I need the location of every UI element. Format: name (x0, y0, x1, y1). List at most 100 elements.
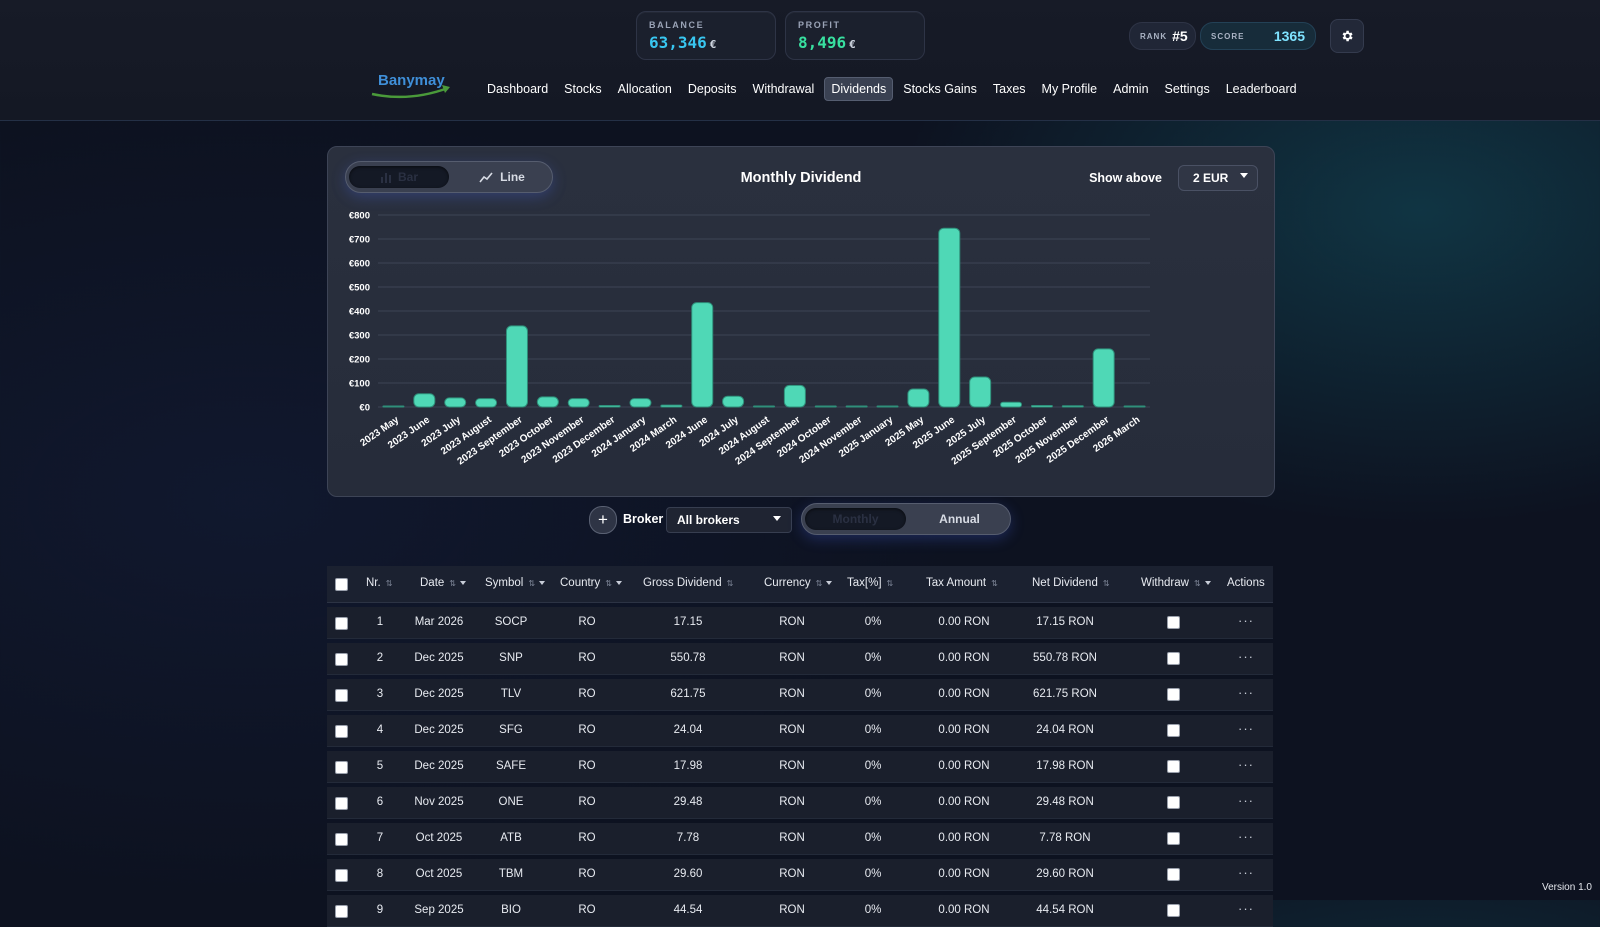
filter-caret-icon[interactable] (1204, 581, 1211, 585)
nav-item-deposits[interactable]: Deposits (687, 82, 737, 96)
withdraw-checkbox[interactable] (1167, 832, 1180, 845)
table-row[interactable]: 4 Dec 2025 SFG RO 24.04 RON 0% 0.00 RON 24.04 RO… (327, 715, 1273, 747)
bar-2023-november[interactable] (567, 398, 590, 408)
bar-2024-october[interactable] (814, 405, 837, 408)
row-select-checkbox[interactable] (335, 689, 348, 702)
withdraw-checkbox[interactable] (1167, 688, 1180, 701)
bar-2025-september[interactable] (1000, 401, 1023, 408)
sort-arrows-icon[interactable]: ⇅ (815, 578, 823, 588)
add-dividend-button[interactable]: + (589, 506, 617, 534)
bar-2026-march[interactable] (1123, 405, 1146, 408)
rank-badge[interactable]: RANK #5 (1129, 22, 1196, 50)
filter-caret-icon[interactable] (615, 581, 622, 585)
more-horizontal-icon[interactable]: ··· (1238, 793, 1254, 808)
column-header-symbol[interactable]: Symbol ⇅ (485, 577, 546, 589)
bar-2023-october[interactable] (536, 396, 559, 408)
nav-item-my-profile[interactable]: My Profile (1041, 82, 1098, 96)
more-horizontal-icon[interactable]: ··· (1238, 649, 1254, 664)
filter-caret-icon[interactable] (539, 581, 546, 585)
withdraw-checkbox[interactable] (1167, 796, 1180, 809)
withdraw-checkbox[interactable] (1167, 904, 1180, 917)
row-select-checkbox[interactable] (335, 617, 348, 630)
bar-2023-may[interactable] (382, 405, 405, 408)
nav-item-allocation[interactable]: Allocation (617, 82, 672, 96)
row-select-checkbox[interactable] (335, 725, 348, 738)
column-header-net-dividend[interactable]: Net Dividend ⇅ (1032, 577, 1110, 589)
nav-item-stocks-gains[interactable]: Stocks Gains (903, 82, 977, 96)
sort-arrows-icon[interactable]: ⇅ (726, 578, 734, 588)
more-horizontal-icon[interactable]: ··· (1238, 757, 1254, 772)
bar-2024-august[interactable] (753, 405, 775, 408)
sort-arrows-icon[interactable]: ⇅ (991, 578, 998, 588)
sort-arrows-icon[interactable]: ⇅ (449, 578, 456, 588)
table-row[interactable]: 8 Oct 2025 TBM RO 29.60 RON 0% 0.00 RON 29.60 RO… (327, 859, 1273, 891)
score-badge[interactable]: SCORE 1365 (1200, 22, 1316, 50)
bar-2025-november[interactable] (1061, 405, 1084, 408)
column-header-withdraw[interactable]: Withdraw ⇅ (1141, 577, 1211, 589)
broker-select[interactable]: All brokers (666, 507, 792, 533)
table-row[interactable]: 5 Dec 2025 SAFE RO 17.98 RON 0% 0.00 RON 17.98 R… (327, 751, 1273, 783)
nav-item-leaderboard[interactable]: Leaderboard (1225, 82, 1297, 96)
bar-2023-august[interactable] (475, 398, 498, 408)
withdraw-checkbox[interactable] (1167, 760, 1180, 773)
more-horizontal-icon[interactable]: ··· (1238, 865, 1254, 880)
bar-2025-july[interactable] (969, 376, 992, 408)
more-horizontal-icon[interactable]: ··· (1238, 613, 1254, 628)
nav-item-withdrawal[interactable]: Withdrawal (752, 82, 815, 96)
nav-item-taxes[interactable]: Taxes (992, 82, 1026, 96)
settings-button[interactable] (1330, 19, 1364, 53)
table-row[interactable]: 2 Dec 2025 SNP RO 550.78 RON 0% 0.00 RON 550.78 … (327, 643, 1273, 675)
bar-2024-june[interactable] (691, 302, 714, 408)
bar-2025-june[interactable] (938, 227, 961, 408)
nav-item-settings[interactable]: Settings (1164, 82, 1210, 96)
app-logo[interactable]: Banymay (370, 72, 454, 102)
column-header-nr[interactable]: Nr. ⇅ (366, 577, 392, 589)
nav-item-stocks[interactable]: Stocks (564, 82, 602, 96)
column-header-actions[interactable]: Actions (1227, 577, 1265, 589)
select-all-checkbox[interactable] (335, 578, 348, 591)
more-horizontal-icon[interactable]: ··· (1238, 721, 1254, 736)
filter-caret-icon[interactable] (826, 581, 833, 585)
row-select-checkbox[interactable] (335, 833, 348, 846)
sort-arrows-icon[interactable]: ⇅ (528, 578, 536, 588)
bar-2023-june[interactable] (413, 393, 436, 408)
row-select-checkbox[interactable] (335, 761, 348, 774)
bar-2023-december[interactable] (598, 405, 621, 408)
more-horizontal-icon[interactable]: ··· (1238, 685, 1254, 700)
bar-2024-march[interactable] (660, 404, 683, 408)
line-chart-option[interactable]: Line (452, 162, 552, 192)
nav-item-dividends[interactable]: Dividends (824, 77, 894, 101)
bar-2023-september[interactable] (505, 325, 528, 408)
column-header-gross-dividend[interactable]: Gross Dividend ⇅ (643, 577, 733, 589)
row-select-checkbox[interactable] (335, 653, 348, 666)
bar-2025-december[interactable] (1092, 348, 1115, 408)
column-header-currency[interactable]: Currency ⇅ (764, 577, 833, 589)
sort-arrows-icon[interactable]: ⇅ (1102, 578, 1110, 588)
column-header-tax[interactable]: Tax[%] ⇅ (847, 577, 893, 589)
sort-arrows-icon[interactable]: ⇅ (1193, 578, 1201, 588)
withdraw-checkbox[interactable] (1167, 868, 1180, 881)
bar-2024-september[interactable] (783, 384, 806, 408)
monthly-option[interactable]: Monthly (805, 508, 906, 530)
sort-arrows-icon[interactable]: ⇅ (886, 578, 894, 588)
show-above-select[interactable]: 2 EUR (1178, 165, 1258, 191)
more-horizontal-icon[interactable]: ··· (1238, 901, 1254, 916)
table-row[interactable]: 7 Oct 2025 ATB RO 7.78 RON 0% 0.00 RON 7.78 RON ·… (327, 823, 1273, 855)
sort-arrows-icon[interactable]: ⇅ (385, 578, 393, 588)
more-horizontal-icon[interactable]: ··· (1238, 829, 1254, 844)
column-header-tax-amount[interactable]: Tax Amount ⇅ (926, 577, 998, 589)
bar-2024-july[interactable] (722, 395, 745, 408)
withdraw-checkbox[interactable] (1167, 616, 1180, 629)
filter-caret-icon[interactable] (460, 581, 466, 585)
sort-arrows-icon[interactable]: ⇅ (605, 578, 612, 588)
nav-item-admin[interactable]: Admin (1113, 82, 1149, 96)
column-header-country[interactable]: Country ⇅ (560, 577, 622, 589)
table-row[interactable]: 1 Mar 2026 SOCP RO 17.15 RON 0% 0.00 RON 17.15 R… (327, 607, 1273, 639)
nav-item-dashboard[interactable]: Dashboard (487, 82, 549, 96)
table-row[interactable]: 6 Nov 2025 ONE RO 29.48 RON 0% 0.00 RON 29.48 RO… (327, 787, 1273, 819)
table-row[interactable]: 3 Dec 2025 TLV RO 621.75 RON 0% 0.00 RON 621.75 … (327, 679, 1273, 711)
row-select-checkbox[interactable] (335, 869, 348, 882)
withdraw-checkbox[interactable] (1167, 652, 1180, 665)
column-header-date[interactable]: Date ⇅ (420, 577, 466, 589)
bar-2024-january[interactable] (629, 398, 652, 408)
